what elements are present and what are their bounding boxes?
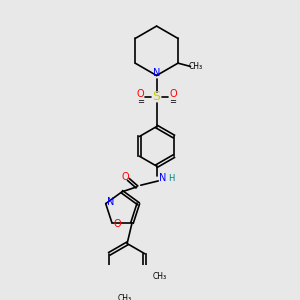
Text: CH₃: CH₃: [117, 294, 132, 300]
Text: =: =: [136, 97, 144, 106]
Text: N: N: [153, 68, 160, 78]
Text: O: O: [113, 219, 121, 230]
Text: N: N: [107, 197, 114, 207]
Text: O: O: [169, 89, 177, 99]
Text: O: O: [136, 89, 144, 99]
Text: O: O: [122, 172, 129, 182]
Text: CH₃: CH₃: [153, 272, 167, 281]
Text: S: S: [153, 90, 160, 104]
Text: CH₃: CH₃: [189, 62, 203, 71]
Text: N: N: [159, 172, 166, 183]
Text: =: =: [169, 97, 177, 106]
Text: H: H: [168, 174, 175, 183]
